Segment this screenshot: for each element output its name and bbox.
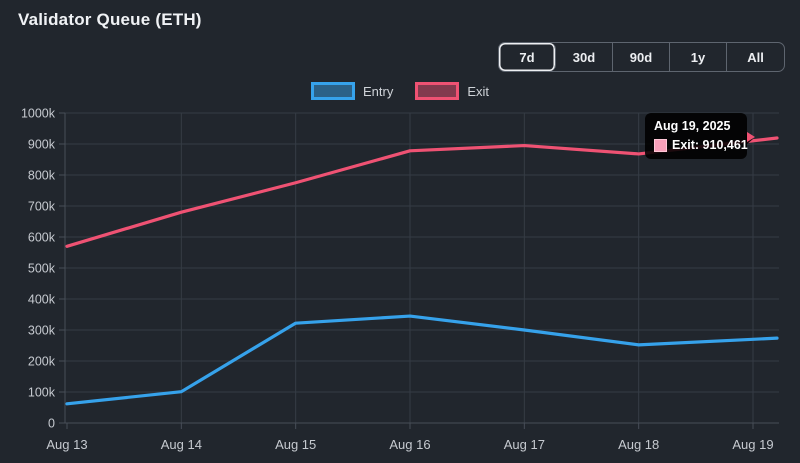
y-axis-label: 500k: [28, 262, 56, 276]
legend-swatch-exit: [415, 82, 460, 100]
legend-item-exit[interactable]: Exit: [415, 82, 489, 100]
tooltip-row: Exit: 910,461: [654, 138, 748, 152]
y-axis-label: 0: [48, 417, 55, 431]
tooltip-exit-swatch: [654, 138, 667, 152]
range-button-90d[interactable]: 90d: [613, 43, 670, 71]
y-axis-label: 300k: [28, 324, 56, 338]
x-axis-label: Aug 13: [46, 437, 87, 452]
chart-tooltip: Aug 19, 2025 Exit: 910,461: [645, 113, 753, 159]
y-axis-label: 400k: [28, 293, 56, 307]
range-button-1y[interactable]: 1y: [670, 43, 727, 71]
x-axis-label: Aug 14: [161, 437, 202, 452]
tooltip-value: Exit: 910,461: [672, 138, 748, 152]
x-axis-label: Aug 18: [618, 437, 659, 452]
time-range-button-group: 7d 30d 90d 1y All: [498, 42, 785, 72]
page-title: Validator Queue (ETH): [18, 10, 202, 29]
range-button-7d[interactable]: 7d: [499, 43, 556, 71]
legend-swatch-entry: [310, 82, 355, 100]
y-axis-label: 800k: [28, 169, 56, 183]
y-axis-label: 900k: [28, 138, 56, 152]
y-axis-label: 700k: [28, 200, 56, 214]
y-axis-label: 600k: [28, 231, 56, 245]
hovered-point-marker: [747, 132, 755, 142]
y-axis-label: 200k: [28, 355, 56, 369]
x-axis-label: Aug 19: [732, 437, 773, 452]
legend-label: Entry: [362, 83, 394, 99]
range-button-all[interactable]: All: [727, 43, 784, 71]
y-axis-label: 1000k: [21, 107, 56, 121]
x-axis-label: Aug 16: [389, 437, 430, 452]
legend-label: Exit: [467, 83, 489, 99]
chart-legend: Entry Exit: [0, 82, 800, 100]
tooltip-date: Aug 19, 2025: [654, 119, 731, 133]
x-axis-label: Aug 15: [275, 437, 316, 452]
line-entry: [65, 314, 779, 406]
legend-item-entry[interactable]: Entry: [310, 82, 394, 100]
y-axis-label: 100k: [28, 386, 56, 400]
x-axis-label: Aug 17: [504, 437, 545, 452]
range-button-30d[interactable]: 30d: [556, 43, 613, 71]
